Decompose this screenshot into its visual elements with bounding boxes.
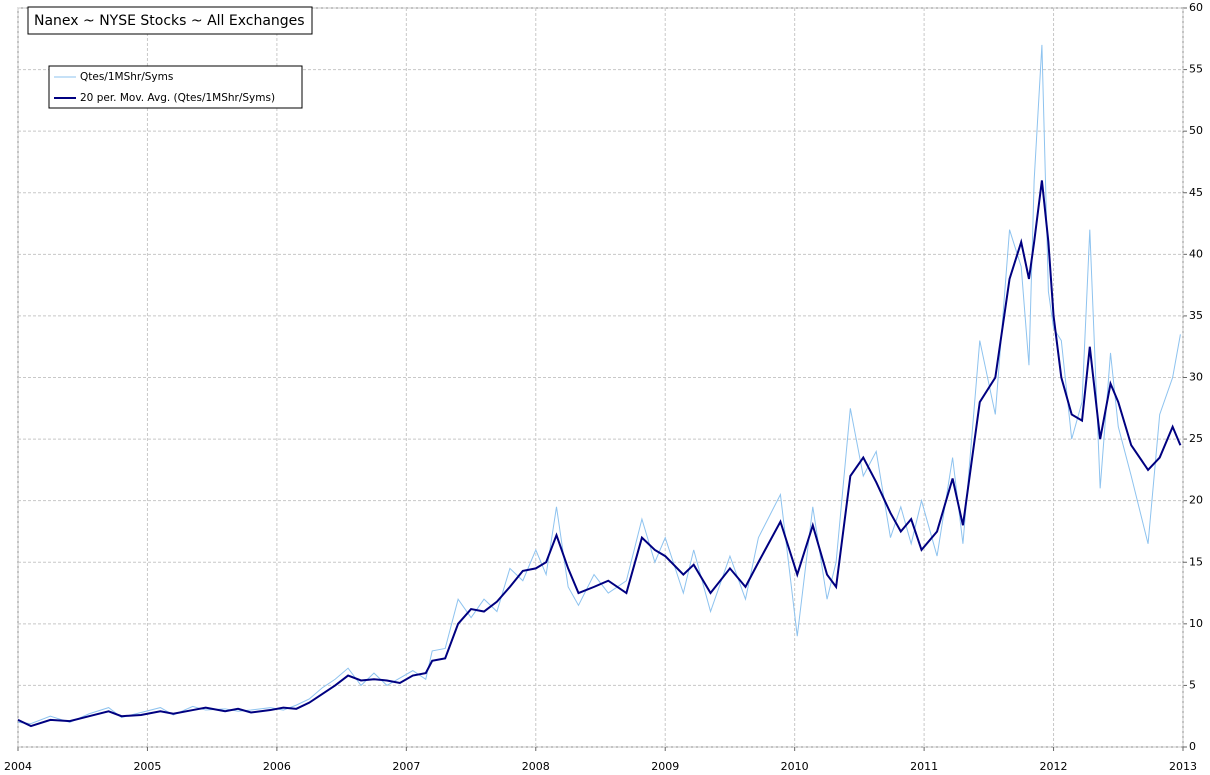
legend-box <box>48 65 303 109</box>
y-tick-label: 60 <box>1189 1 1203 14</box>
y-tick-label: 30 <box>1189 371 1203 384</box>
y-tick-label: 35 <box>1189 309 1203 322</box>
x-tick-label: 2004 <box>4 760 32 773</box>
x-tick-label: 2006 <box>263 760 291 773</box>
x-tick-label: 2007 <box>392 760 420 773</box>
x-tick-label: 2013 <box>1169 760 1197 773</box>
legend-label: Qtes/1MShr/Syms <box>80 71 173 83</box>
legend-label: 20 per. Mov. Avg. (Qtes/1MShr/Syms) <box>80 92 275 104</box>
x-tick-label: 2005 <box>133 760 161 773</box>
y-tick-label: 40 <box>1189 247 1203 260</box>
chart-title: Nanex ~ NYSE Stocks ~ All Exchanges <box>34 13 305 29</box>
y-tick-label: 25 <box>1189 432 1203 445</box>
lines <box>17 44 1182 728</box>
series-line <box>17 44 1181 725</box>
y-tick-label: 15 <box>1189 555 1203 568</box>
y-tick-label: 55 <box>1189 63 1203 76</box>
x-tick-label: 2010 <box>781 760 809 773</box>
x-tick-label: 2009 <box>651 760 679 773</box>
series-line <box>17 180 1182 728</box>
legend: Qtes/1MShr/Syms 20 per. Mov. Avg. (Qtes/1… <box>48 65 303 109</box>
y-tick-label: 0 <box>1189 740 1196 753</box>
x-tick-label: 2011 <box>910 760 938 773</box>
labels: 0 5 10 15 20 25 30 35 40 45 50 55 60 2004 2005 2006 2007… <box>4 1 1203 773</box>
y-tick-label: 10 <box>1189 617 1203 630</box>
y-tick-label: 20 <box>1189 494 1203 507</box>
y-tick-label: 45 <box>1189 186 1203 199</box>
y-tick-label: 5 <box>1189 678 1196 691</box>
x-tick-label: 2012 <box>1040 760 1068 773</box>
y-tick-label: 50 <box>1189 124 1203 137</box>
title-box <box>27 6 313 35</box>
grid <box>17 7 1187 751</box>
x-tick-label: 2008 <box>522 760 550 773</box>
